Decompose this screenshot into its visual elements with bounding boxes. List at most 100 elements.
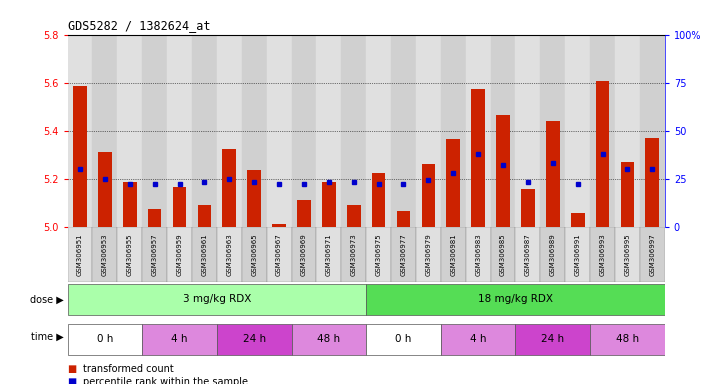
Text: GSM306967: GSM306967 bbox=[276, 233, 282, 276]
Text: percentile rank within the sample: percentile rank within the sample bbox=[83, 377, 248, 384]
Bar bbox=[590, 324, 665, 356]
Text: ■: ■ bbox=[68, 377, 80, 384]
Bar bbox=[391, 227, 416, 282]
Text: time ▶: time ▶ bbox=[31, 332, 64, 342]
Bar bbox=[73, 86, 87, 227]
Text: 0 h: 0 h bbox=[395, 334, 412, 344]
Bar bbox=[322, 182, 336, 227]
Bar bbox=[341, 227, 366, 282]
Text: 48 h: 48 h bbox=[317, 334, 341, 344]
Text: GSM306965: GSM306965 bbox=[251, 233, 257, 276]
Text: GSM306985: GSM306985 bbox=[500, 233, 506, 276]
Bar bbox=[341, 35, 366, 227]
Text: GSM306981: GSM306981 bbox=[450, 233, 456, 276]
Bar bbox=[366, 35, 391, 227]
Text: GSM306959: GSM306959 bbox=[176, 233, 183, 276]
Text: GSM306995: GSM306995 bbox=[624, 233, 631, 276]
Bar bbox=[466, 227, 491, 282]
Bar bbox=[142, 324, 217, 356]
Bar bbox=[546, 121, 560, 227]
Bar bbox=[471, 89, 485, 227]
Text: GDS5282 / 1382624_at: GDS5282 / 1382624_at bbox=[68, 19, 210, 32]
Bar bbox=[515, 324, 590, 356]
Text: GSM306997: GSM306997 bbox=[649, 233, 656, 276]
Bar bbox=[148, 209, 161, 227]
Bar bbox=[223, 149, 236, 227]
Bar bbox=[466, 35, 491, 227]
Bar bbox=[640, 227, 665, 282]
Bar bbox=[316, 227, 341, 282]
Bar bbox=[397, 211, 410, 227]
Text: GSM306987: GSM306987 bbox=[525, 233, 531, 276]
Bar bbox=[167, 227, 192, 282]
Bar bbox=[391, 35, 416, 227]
Text: GSM306963: GSM306963 bbox=[226, 233, 232, 276]
Text: GSM306991: GSM306991 bbox=[574, 233, 581, 276]
Text: GSM306955: GSM306955 bbox=[127, 233, 133, 276]
Bar bbox=[242, 35, 267, 227]
Bar bbox=[571, 214, 584, 227]
Bar bbox=[621, 162, 634, 227]
Bar bbox=[142, 35, 167, 227]
Bar bbox=[515, 227, 540, 282]
Bar bbox=[117, 35, 142, 227]
Bar bbox=[98, 152, 112, 227]
Text: GSM306951: GSM306951 bbox=[77, 233, 83, 276]
Bar bbox=[615, 35, 640, 227]
Text: 4 h: 4 h bbox=[470, 334, 486, 344]
Bar bbox=[292, 227, 316, 282]
Bar bbox=[366, 324, 441, 356]
Bar bbox=[217, 35, 242, 227]
Bar bbox=[590, 35, 615, 227]
Text: 24 h: 24 h bbox=[541, 334, 565, 344]
Bar bbox=[142, 227, 167, 282]
Bar bbox=[217, 324, 292, 356]
Bar bbox=[515, 35, 540, 227]
Bar bbox=[347, 205, 360, 227]
Text: GSM306957: GSM306957 bbox=[151, 233, 158, 276]
Text: 3 mg/kg RDX: 3 mg/kg RDX bbox=[183, 294, 251, 304]
Bar bbox=[615, 227, 640, 282]
Bar bbox=[565, 227, 590, 282]
Text: 0 h: 0 h bbox=[97, 334, 113, 344]
Bar bbox=[68, 35, 92, 227]
Bar bbox=[242, 227, 267, 282]
Text: GSM306989: GSM306989 bbox=[550, 233, 556, 276]
Bar bbox=[441, 227, 466, 282]
Text: dose ▶: dose ▶ bbox=[31, 295, 64, 305]
Bar bbox=[267, 227, 292, 282]
Text: GSM306979: GSM306979 bbox=[425, 233, 432, 276]
Text: 4 h: 4 h bbox=[171, 334, 188, 344]
Bar bbox=[521, 189, 535, 227]
Text: GSM306973: GSM306973 bbox=[351, 233, 357, 276]
Bar bbox=[372, 172, 385, 227]
Text: transformed count: transformed count bbox=[83, 364, 174, 374]
Bar bbox=[297, 200, 311, 227]
Bar bbox=[192, 227, 217, 282]
Bar bbox=[366, 284, 665, 315]
Text: ■: ■ bbox=[68, 364, 80, 374]
Bar bbox=[292, 324, 366, 356]
Bar bbox=[640, 35, 665, 227]
Bar bbox=[596, 81, 609, 227]
Bar bbox=[416, 227, 441, 282]
Text: GSM306953: GSM306953 bbox=[102, 233, 108, 276]
Bar bbox=[646, 138, 659, 227]
Bar bbox=[565, 35, 590, 227]
Bar bbox=[92, 227, 117, 282]
Bar bbox=[292, 35, 316, 227]
Bar bbox=[167, 35, 192, 227]
Text: GSM306961: GSM306961 bbox=[201, 233, 208, 276]
Text: GSM306971: GSM306971 bbox=[326, 233, 332, 276]
Bar bbox=[441, 35, 466, 227]
Bar bbox=[422, 164, 435, 227]
Bar bbox=[198, 205, 211, 227]
Text: 18 mg/kg RDX: 18 mg/kg RDX bbox=[478, 294, 553, 304]
Bar bbox=[496, 115, 510, 227]
Bar bbox=[123, 182, 137, 227]
Text: GSM306969: GSM306969 bbox=[301, 233, 307, 276]
Bar bbox=[491, 35, 515, 227]
Bar bbox=[540, 35, 565, 227]
Bar bbox=[92, 35, 117, 227]
Text: GSM306983: GSM306983 bbox=[475, 233, 481, 276]
